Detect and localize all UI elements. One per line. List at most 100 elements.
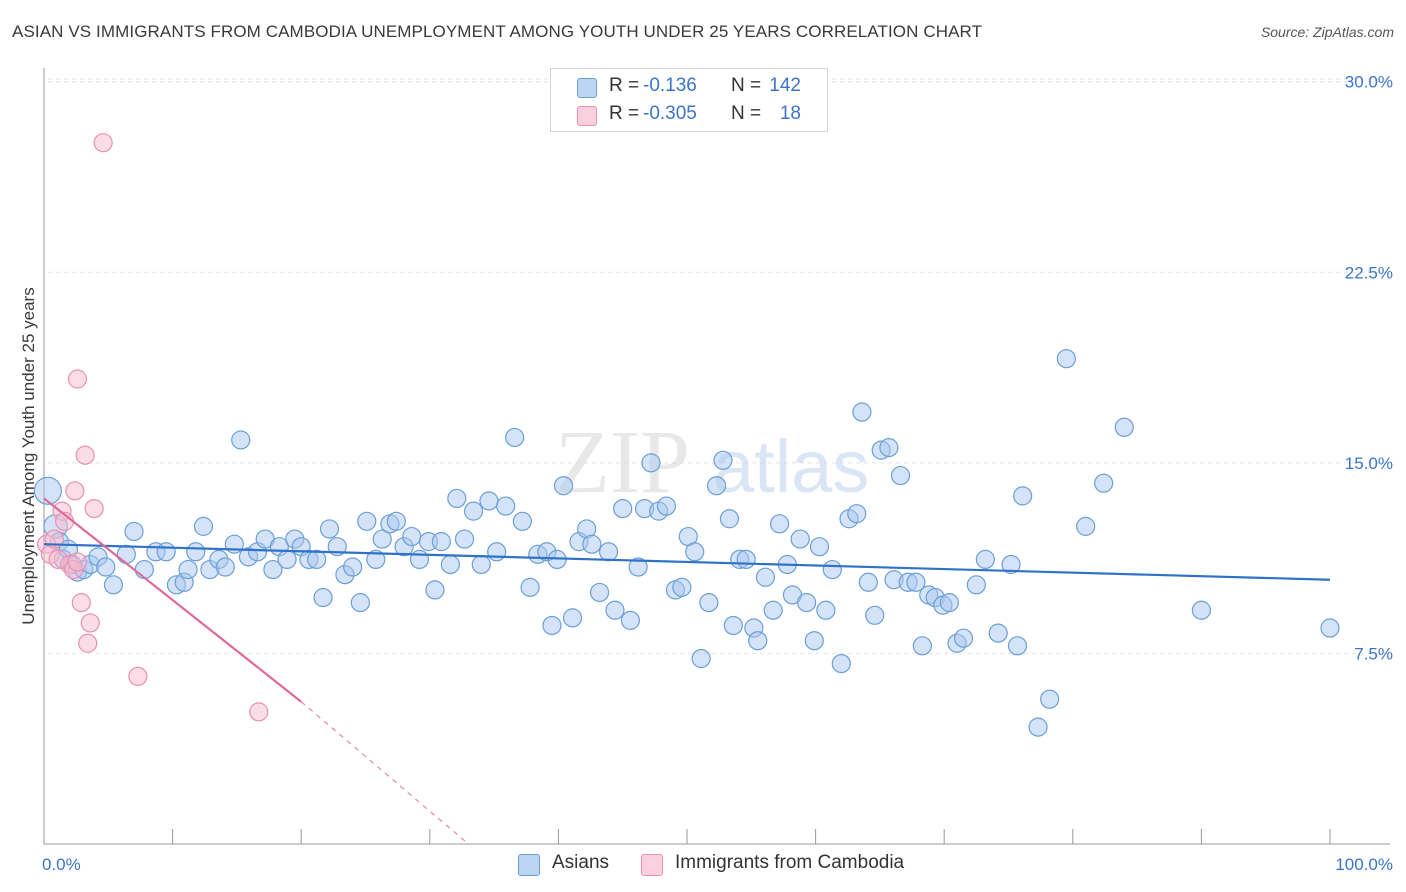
asian-point xyxy=(816,600,836,620)
cambodia-point xyxy=(67,552,88,572)
asian-point xyxy=(613,498,633,519)
asian-point xyxy=(847,504,867,524)
asian-point xyxy=(723,615,743,636)
asian-point xyxy=(402,526,422,547)
cambodia-legend-icon xyxy=(641,854,663,876)
asian-point xyxy=(804,631,824,651)
legend-n-label: N = xyxy=(731,103,762,124)
asian-point xyxy=(691,648,711,669)
y-tick-labels: 7.5% 15.0% 22.5% 30.0% xyxy=(1345,73,1393,664)
legend: R = -0.136 N = 142 R = -0.305 N = 18 xyxy=(550,68,828,132)
asian-point xyxy=(890,465,911,486)
asian-point xyxy=(454,529,475,549)
cambodia-point xyxy=(80,613,100,633)
gridlines xyxy=(48,78,1392,654)
watermark: ZIP atlas xyxy=(555,413,869,512)
asian-point xyxy=(736,549,756,570)
asian-point xyxy=(852,402,872,422)
y-tick-label: 30.0% xyxy=(1345,73,1393,92)
asian-point xyxy=(1191,600,1212,620)
asian-point xyxy=(966,575,986,595)
series-asians xyxy=(33,349,1340,737)
asian-point xyxy=(116,544,136,564)
asian-point xyxy=(343,557,363,577)
cambodia-trend-line xyxy=(43,497,302,703)
asian-trend-line xyxy=(43,543,1331,581)
asian-point xyxy=(496,496,516,516)
asian-point xyxy=(763,600,783,620)
asian-point xyxy=(1040,689,1060,709)
asian-point xyxy=(706,476,727,496)
asian-point xyxy=(589,582,610,603)
x-tick-label-min: 0.0% xyxy=(42,855,81,874)
asian-point xyxy=(1001,554,1021,575)
axes xyxy=(43,68,1390,845)
asian-point xyxy=(134,559,154,580)
cambodia-point xyxy=(84,498,104,519)
asian-point xyxy=(598,542,619,562)
asian-point xyxy=(366,549,386,570)
legend-n-value: 142 xyxy=(769,75,801,96)
cambodia-point xyxy=(78,633,98,653)
asian-point xyxy=(790,529,810,549)
asian-point xyxy=(431,532,451,552)
cambodia-trend-extension xyxy=(300,701,469,845)
asians-legend-icon xyxy=(518,854,540,876)
asian-point xyxy=(186,542,206,562)
asian-point xyxy=(96,557,116,577)
asian-point xyxy=(912,636,932,656)
asian-point xyxy=(605,600,625,620)
asian-point xyxy=(975,549,995,570)
bottom-legend-cambodia-label: Immigrants from Cambodia xyxy=(675,852,905,873)
asian-point xyxy=(879,438,899,458)
legend-n-label: N = xyxy=(731,75,762,96)
asian-point xyxy=(953,628,974,648)
asian-point xyxy=(719,509,740,529)
asian-point xyxy=(156,542,176,562)
asian-point xyxy=(178,559,198,580)
asian-point xyxy=(307,549,327,570)
x-ticks xyxy=(172,829,1331,844)
asian-point xyxy=(685,542,705,562)
asian-point xyxy=(215,557,235,577)
asian-point xyxy=(769,514,790,534)
cambodia-point xyxy=(65,481,85,501)
asian-point xyxy=(33,476,62,505)
asian-point xyxy=(463,501,484,521)
cambodia-point xyxy=(128,666,148,686)
asian-point xyxy=(1028,717,1048,737)
asian-point xyxy=(755,567,776,587)
asian-point xyxy=(505,427,525,448)
asian-point xyxy=(628,557,648,577)
asian-point xyxy=(906,572,926,592)
asian-point xyxy=(1094,473,1114,493)
asian-point xyxy=(471,554,491,575)
asian-point xyxy=(620,610,641,630)
cambodia-point xyxy=(249,702,269,722)
asian-point xyxy=(822,559,842,580)
asian-point xyxy=(409,549,430,570)
asian-point xyxy=(512,511,532,531)
legend-r-label: R = xyxy=(609,75,640,96)
x-tick-label-max: 100.0% xyxy=(1335,855,1393,874)
asian-point xyxy=(319,519,340,539)
asian-point xyxy=(865,605,885,625)
bottom-legend-asians-label: Asians xyxy=(552,852,610,873)
asian-point xyxy=(656,496,677,516)
watermark-zip: ZIP xyxy=(555,413,690,512)
legend-r-value: -0.305 xyxy=(643,103,697,124)
series-cambodia xyxy=(36,133,269,722)
asian-point xyxy=(1320,618,1340,638)
asian-point xyxy=(939,593,959,613)
cambodia-swatch-icon xyxy=(577,106,597,126)
trend-lines xyxy=(43,497,1331,845)
legend-n-value: 18 xyxy=(779,103,801,124)
asian-point xyxy=(1056,349,1076,369)
asian-point xyxy=(582,534,602,554)
y-tick-label: 22.5% xyxy=(1345,263,1393,282)
asian-point xyxy=(193,516,214,536)
y-tick-label: 15.0% xyxy=(1345,454,1393,473)
source-label: Source: ZipAtlas.com xyxy=(1260,24,1394,40)
asian-point xyxy=(831,653,851,674)
